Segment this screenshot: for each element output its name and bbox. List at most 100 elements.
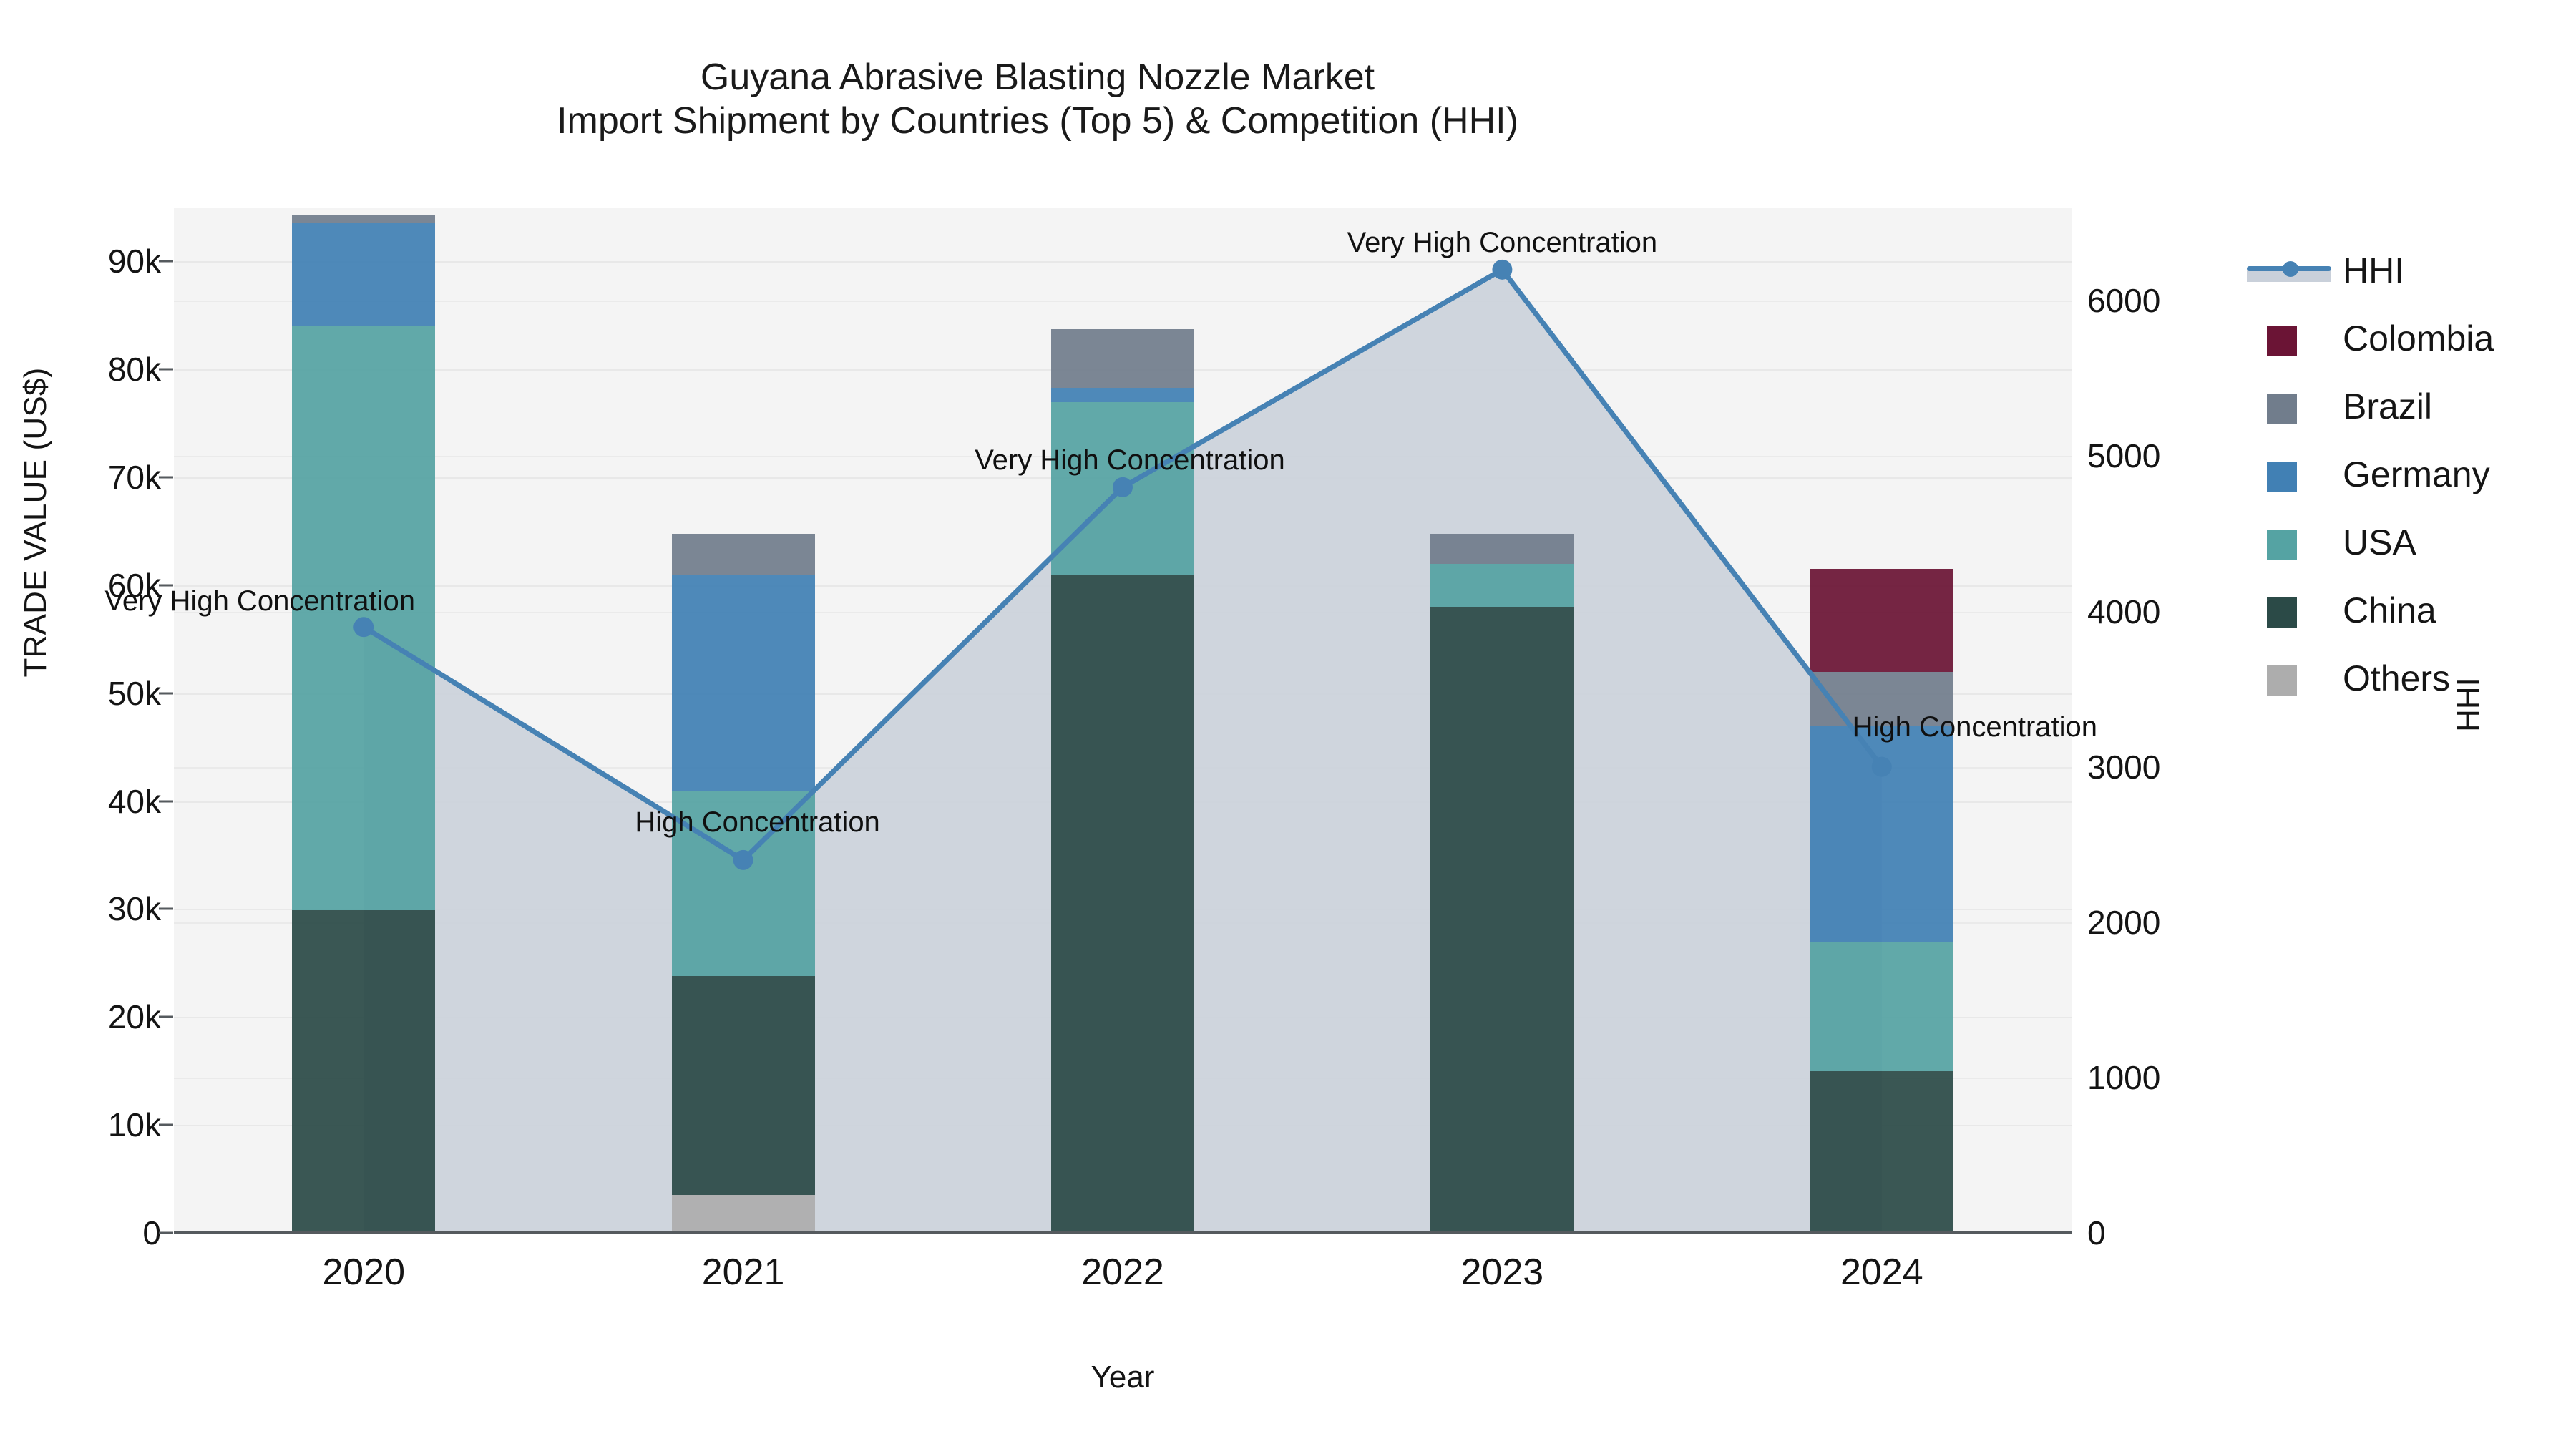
legend-item-others[interactable]: Others xyxy=(2247,644,2576,712)
y-tick-left: 20k xyxy=(107,998,161,1036)
legend-line-icon xyxy=(2247,252,2337,289)
hhi-line-overlay xyxy=(362,266,1884,864)
y-tick-mark-left xyxy=(159,1123,173,1126)
legend-item-china[interactable]: China xyxy=(2247,576,2576,644)
bar-segment-china[interactable] xyxy=(1430,607,1574,1233)
y-axis-right: 0 1000 2000 3000 4000 5000 6000 xyxy=(2072,208,2258,1252)
y-axis-left-label: TRADE VALUE (US$) xyxy=(18,367,53,678)
legend-item-label: Brazil xyxy=(2343,386,2433,426)
y-tick-mark-left xyxy=(159,584,173,587)
legend-item-label: HHI xyxy=(2343,250,2405,291)
gridline-right xyxy=(174,301,2072,303)
y-tick-right: 3000 xyxy=(2087,748,2161,786)
legend-swatch-icon xyxy=(2247,456,2337,493)
hhi-annotation: High Concentration xyxy=(1852,711,2098,743)
legend-item-germany[interactable]: Germany xyxy=(2247,440,2576,508)
legend-swatch-icon xyxy=(2247,320,2337,357)
bar-segment-germany[interactable] xyxy=(671,574,815,791)
hhi-annotation: High Concentration xyxy=(635,806,880,838)
y-axis-left: 0 10k 20k 30k 40k 50k 60k 70k 80k 90k xyxy=(0,208,174,1252)
bar-segment-usa[interactable] xyxy=(1430,563,1574,608)
bar-segment-others[interactable] xyxy=(671,1195,815,1233)
bar-segment-brazil[interactable] xyxy=(671,533,815,575)
bar-segment-china[interactable] xyxy=(1810,1070,1953,1233)
x-tick: 2021 xyxy=(701,1252,785,1293)
legend-color-swatch xyxy=(2267,665,2297,696)
bar-segment-brazil[interactable] xyxy=(1051,329,1194,388)
bar-segment-brazil[interactable] xyxy=(1810,671,1953,726)
hhi-annotation: Very High Concentration xyxy=(975,444,1285,476)
bar-segment-usa[interactable] xyxy=(671,790,815,976)
legend-color-swatch xyxy=(2267,597,2297,628)
legend: HHI Colombia Brazil Germany USA China Others xyxy=(2247,236,2576,712)
hhi-marker[interactable] xyxy=(1492,259,1513,280)
hhi-annotation: Very High Concentration xyxy=(1347,226,1658,258)
hhi-marker[interactable] xyxy=(1113,477,1133,497)
y-tick-right: 2000 xyxy=(2087,903,2161,941)
y-tick-left: 70k xyxy=(107,459,161,497)
bar-segment-brazil[interactable] xyxy=(1430,533,1574,564)
bar-segment-colombia[interactable] xyxy=(1810,569,1953,672)
legend-swatch-icon xyxy=(2247,388,2337,425)
legend-item-label: USA xyxy=(2343,522,2416,562)
hhi-markers xyxy=(353,259,1892,870)
bar-segment-brazil[interactable] xyxy=(292,215,436,223)
x-tick: 2024 xyxy=(1840,1252,1923,1293)
y-tick-left: 60k xyxy=(107,566,161,604)
y-tick-mark-left xyxy=(159,1231,173,1234)
bar-segment-germany[interactable] xyxy=(1051,387,1194,402)
x-tick: 2023 xyxy=(1460,1252,1544,1293)
legend-swatch-icon xyxy=(2247,524,2337,561)
legend-item-label: Germany xyxy=(2343,454,2490,494)
legend-color-swatch xyxy=(2267,325,2297,356)
bar-segment-china[interactable] xyxy=(292,909,436,1233)
x-tick: 2020 xyxy=(322,1252,406,1293)
hhi-marker[interactable] xyxy=(733,849,753,870)
legend-item-label: China xyxy=(2343,590,2436,630)
x-axis-line xyxy=(174,1231,2072,1234)
y-tick-right: 4000 xyxy=(2087,592,2161,630)
y-tick-mark-left xyxy=(159,907,173,910)
y-tick-mark-left xyxy=(159,1015,173,1018)
y-tick-mark-left xyxy=(159,800,173,803)
x-axis-label: Year xyxy=(1091,1360,1155,1395)
y-tick-mark-left xyxy=(159,476,173,479)
legend-color-swatch xyxy=(2267,393,2297,424)
y-tick-left: 90k xyxy=(107,243,161,280)
hhi-marker[interactable] xyxy=(1871,756,1892,777)
chart-title-line1: Guyana Abrasive Blasting Nozzle Market xyxy=(700,57,1375,98)
legend-item-hhi[interactable]: HHI xyxy=(2247,236,2576,304)
gridline-left xyxy=(174,261,2072,263)
legend-swatch-icon xyxy=(2247,660,2337,697)
hhi-marker[interactable] xyxy=(353,617,374,638)
bar-segment-usa[interactable] xyxy=(1810,941,1953,1071)
plot-area xyxy=(174,208,2072,1233)
hhi-annotation: Very High Concentration xyxy=(104,585,415,618)
legend-item-brazil[interactable]: Brazil xyxy=(2247,372,2576,440)
x-tick: 2022 xyxy=(1081,1252,1164,1293)
legend-item-label: Others xyxy=(2343,658,2451,698)
legend-item-usa[interactable]: USA xyxy=(2247,508,2576,576)
y-tick-mark-left xyxy=(159,692,173,695)
legend-swatch-icon xyxy=(2247,592,2337,629)
chart-title: Guyana Abrasive Blasting Nozzle Market I… xyxy=(0,56,2075,144)
y-tick-mark-left xyxy=(159,260,173,263)
legend-item-colombia[interactable]: Colombia xyxy=(2247,304,2576,372)
bar-segment-china[interactable] xyxy=(1051,574,1194,1233)
legend-item-label: Colombia xyxy=(2343,318,2494,358)
y-tick-right: 5000 xyxy=(2087,437,2161,475)
bar-segment-china[interactable] xyxy=(671,976,815,1196)
y-tick-left: 80k xyxy=(107,351,161,389)
y-tick-left: 50k xyxy=(107,674,161,712)
y-tick-mark-left xyxy=(159,368,173,371)
y-tick-left: 30k xyxy=(107,890,161,928)
y-tick-right: 0 xyxy=(2087,1214,2106,1252)
y-tick-right: 6000 xyxy=(2087,282,2161,320)
y-tick-left: 40k xyxy=(107,782,161,820)
plot-inner xyxy=(174,208,2072,1233)
legend-color-swatch xyxy=(2267,529,2297,560)
bar-segment-germany[interactable] xyxy=(292,223,436,326)
y-tick-left: 0 xyxy=(142,1214,161,1252)
chart-title-line2: Import Shipment by Countries (Top 5) & C… xyxy=(557,100,1518,142)
